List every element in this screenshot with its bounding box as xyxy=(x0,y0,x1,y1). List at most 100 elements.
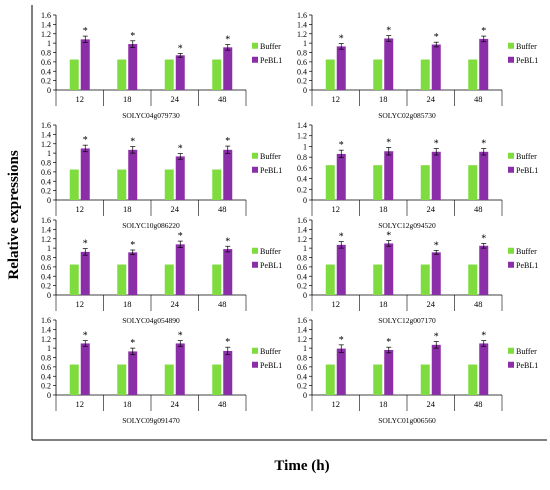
bar-pebl1 xyxy=(128,44,138,90)
x-tick-label: 48 xyxy=(474,399,483,409)
bar-pebl1 xyxy=(336,46,346,90)
legend-label-buffer: Buffer xyxy=(260,152,281,161)
legend-label-pebl1: PeBL1 xyxy=(516,166,538,175)
y-tick-label: 0.6 xyxy=(41,363,51,372)
significance-star: * xyxy=(339,140,344,151)
significance-star: * xyxy=(434,240,439,251)
bar-buffer xyxy=(420,59,430,90)
figure-ylabel: Relative expressions xyxy=(6,150,22,279)
significance-star: * xyxy=(83,26,88,37)
legend-label-pebl1: PeBL1 xyxy=(260,361,282,370)
bar-buffer xyxy=(117,364,127,395)
bar-buffer xyxy=(468,364,478,395)
x-tick-label: 18 xyxy=(379,204,388,214)
bar-buffer xyxy=(117,169,127,200)
bar-buffer xyxy=(420,264,430,295)
legend-label-pebl1: PeBL1 xyxy=(516,56,538,65)
x-tick-label: 12 xyxy=(76,299,85,309)
bar-buffer xyxy=(212,169,222,200)
x-tick-label: 18 xyxy=(123,399,132,409)
outer-frame xyxy=(31,5,547,441)
significance-star: * xyxy=(178,331,183,342)
bar-pebl1 xyxy=(479,38,489,90)
legend-swatch-buffer xyxy=(252,247,258,254)
legend-label-pebl1: PeBL1 xyxy=(260,56,282,65)
significance-star: * xyxy=(339,232,344,243)
bar-pebl1 xyxy=(384,243,394,295)
y-tick-label: 1.6 xyxy=(41,216,51,225)
y-tick-label: 0.2 xyxy=(41,282,51,291)
bar-pebl1 xyxy=(384,151,394,200)
panels: 00.20.40.60.811.21.41.6*12*18*24*48SOLYC… xyxy=(41,11,538,425)
legend-swatch-buffer xyxy=(252,42,258,49)
legend-label-buffer: Buffer xyxy=(516,152,537,161)
significance-star: * xyxy=(130,137,135,148)
panel-5: 00.20.40.60.811.21.41.6*12*18*24*48SOLYC… xyxy=(41,216,282,325)
significance-star: * xyxy=(481,331,486,342)
bar-pebl1 xyxy=(384,38,394,90)
y-tick-label: 0 xyxy=(47,391,51,400)
y-tick-label: 1 xyxy=(47,39,51,48)
bar-buffer xyxy=(117,59,127,90)
bar-buffer xyxy=(69,364,79,395)
x-tick-label: 18 xyxy=(123,204,132,214)
y-tick-label: 0.4 xyxy=(41,272,51,281)
significance-star: * xyxy=(225,136,230,147)
bar-buffer xyxy=(373,264,383,295)
x-tick-label: 12 xyxy=(332,94,341,104)
legend-swatch-buffer xyxy=(252,347,258,354)
y-tick-label: 1 xyxy=(47,344,51,353)
bar-buffer xyxy=(420,364,430,395)
bar-pebl1 xyxy=(431,151,441,200)
y-tick-label: 0.4 xyxy=(297,272,307,281)
y-tick-label: 0.8 xyxy=(297,254,307,263)
bar-pebl1 xyxy=(80,39,90,90)
y-tick-label: 0.8 xyxy=(41,354,51,363)
y-tick-label: 0.2 xyxy=(297,77,307,86)
bar-pebl1 xyxy=(175,244,185,295)
y-tick-label: 1.2 xyxy=(41,335,51,344)
legend-label-pebl1: PeBL1 xyxy=(516,261,538,270)
legend-label-pebl1: PeBL1 xyxy=(260,166,282,175)
legend-label-buffer: Buffer xyxy=(516,347,537,356)
bar-pebl1 xyxy=(431,44,441,90)
y-tick-label: 0.6 xyxy=(297,263,307,272)
bar-pebl1 xyxy=(431,252,441,295)
legend-label-buffer: Buffer xyxy=(260,247,281,256)
significance-star: * xyxy=(83,331,88,342)
bar-pebl1 xyxy=(175,55,185,90)
y-tick-label: 1.4 xyxy=(41,130,51,139)
y-tick-label: 1.4 xyxy=(297,225,307,234)
x-tick-label: 48 xyxy=(218,399,227,409)
panel-2: 00.20.40.60.811.21.41.6 * 12 * 18 * 24 * 48 SOLYC… xyxy=(297,11,538,120)
x-tick-label: 48 xyxy=(218,299,227,309)
x-tick-label: 12 xyxy=(76,399,85,409)
significance-star: * xyxy=(481,26,486,37)
bar-buffer xyxy=(420,165,430,200)
y-tick-label: 0.2 xyxy=(41,187,51,196)
bar-pebl1 xyxy=(175,156,185,200)
y-tick-label: 0.2 xyxy=(297,185,307,194)
bar-buffer xyxy=(373,364,383,395)
x-tick-label: 12 xyxy=(332,204,341,214)
x-tick-label: 24 xyxy=(427,399,436,409)
bar-buffer xyxy=(212,59,222,90)
significance-star: * xyxy=(178,43,183,54)
legend-swatch-buffer xyxy=(508,347,514,354)
y-tick-label: 1 xyxy=(47,149,51,158)
bar-pebl1 xyxy=(128,351,138,395)
legend-swatch-pebl1 xyxy=(252,166,258,173)
y-tick-label: 1.4 xyxy=(41,20,51,29)
significance-star: * xyxy=(339,34,344,45)
significance-star: * xyxy=(386,26,391,37)
panel-title: SOLYC12g094520 xyxy=(378,221,436,230)
y-tick-label: 0.6 xyxy=(41,58,51,67)
x-tick-label: 24 xyxy=(171,204,180,214)
bar-buffer xyxy=(468,264,478,295)
y-tick-label: 1.2 xyxy=(41,140,51,149)
panel-title: SOLYC04g054890 xyxy=(122,316,180,325)
legend-swatch-pebl1 xyxy=(252,261,258,268)
legend-swatch-buffer xyxy=(508,247,514,254)
bar-pebl1 xyxy=(128,149,138,200)
